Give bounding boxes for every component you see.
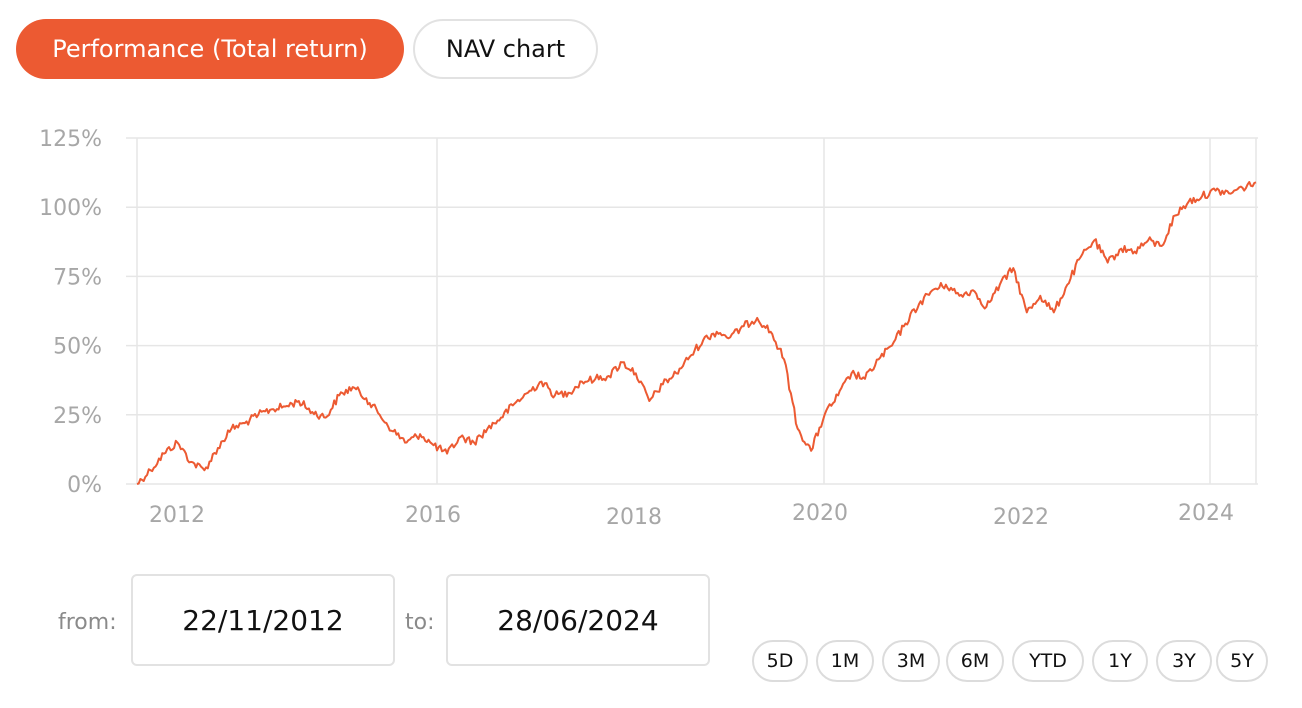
performance-chart: 0% 25% 50% 75% 100% 125% 2012 2016 2018 2020 2022… [39, 127, 1258, 530]
y-tick-label: 0% [67, 473, 102, 498]
y-tick-label: 75% [53, 265, 102, 290]
chart-grid [126, 137, 1258, 485]
date-range: from: 22/11/2012 to: 28/06/2024 5D 1M 3M… [0, 574, 1302, 704]
to-label: to: [405, 610, 435, 635]
period-1m-button[interactable]: 1M [816, 640, 874, 682]
period-5d-button[interactable]: 5D [752, 640, 808, 682]
x-tick-label: 2018 [606, 505, 662, 530]
y-axis-ticks: 0% 25% 50% 75% 100% 125% [39, 127, 102, 498]
x-tick-label: 2024 [1178, 501, 1234, 526]
y-tick-label: 125% [39, 127, 102, 152]
period-6m-button[interactable]: 6M [946, 640, 1004, 682]
x-tick-label: 2012 [149, 503, 205, 528]
tab-performance[interactable]: Performance (Total return) [16, 19, 404, 79]
period-5y-button[interactable]: 5Y [1216, 640, 1268, 682]
series-line-total-return [136, 181, 1257, 485]
period-1y-button[interactable]: 1Y [1092, 640, 1148, 682]
x-tick-label: 2020 [792, 501, 848, 526]
x-tick-label: 2016 [405, 503, 461, 528]
y-tick-label: 25% [53, 404, 102, 429]
x-tick-label: 2022 [993, 505, 1049, 530]
period-ytd-button[interactable]: YTD [1012, 640, 1084, 682]
y-tick-label: 50% [53, 335, 102, 360]
to-date-input[interactable]: 28/06/2024 [446, 574, 710, 666]
from-label: from: [58, 610, 117, 635]
tab-nav-chart[interactable]: NAV chart [413, 19, 598, 79]
x-axis-ticks: 2012 2016 2018 2020 2022 2024 [149, 501, 1234, 530]
series-group [136, 181, 1257, 485]
from-date-input[interactable]: 22/11/2012 [131, 574, 395, 666]
period-3y-button[interactable]: 3Y [1156, 640, 1212, 682]
y-tick-label: 100% [39, 196, 102, 221]
period-3m-button[interactable]: 3M [882, 640, 940, 682]
